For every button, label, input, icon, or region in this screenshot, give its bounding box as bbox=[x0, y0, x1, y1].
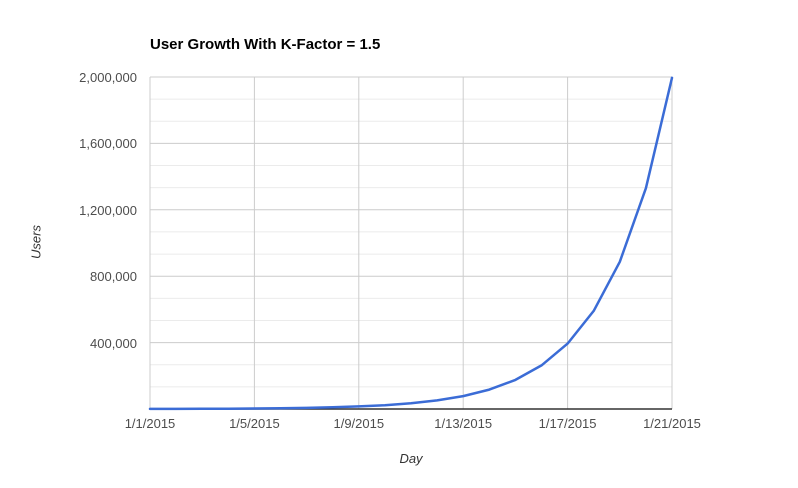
x-tick-label: 1/21/2015 bbox=[643, 416, 701, 431]
y-tick-label: 2,000,000 bbox=[79, 70, 137, 85]
y-tick-label: 800,000 bbox=[90, 269, 137, 285]
y-tick-label: 400,000 bbox=[90, 335, 137, 351]
x-axis-title: Day bbox=[399, 451, 423, 466]
x-tick-label: 1/5/2015 bbox=[229, 416, 280, 431]
series-line bbox=[148, 76, 674, 411]
chart-title: User Growth With K-Factor = 1.5 bbox=[150, 36, 381, 53]
x-tick-label: 1/17/2015 bbox=[538, 416, 597, 431]
x-tick-label: 1/9/2015 bbox=[333, 416, 385, 431]
y-tick-label: 1,200,000 bbox=[79, 202, 137, 218]
x-tick-label: 1/13/2015 bbox=[434, 416, 493, 431]
x-tick-label: 1/1/2015 bbox=[124, 416, 176, 431]
y-tick-label: 1,600,000 bbox=[79, 136, 137, 152]
